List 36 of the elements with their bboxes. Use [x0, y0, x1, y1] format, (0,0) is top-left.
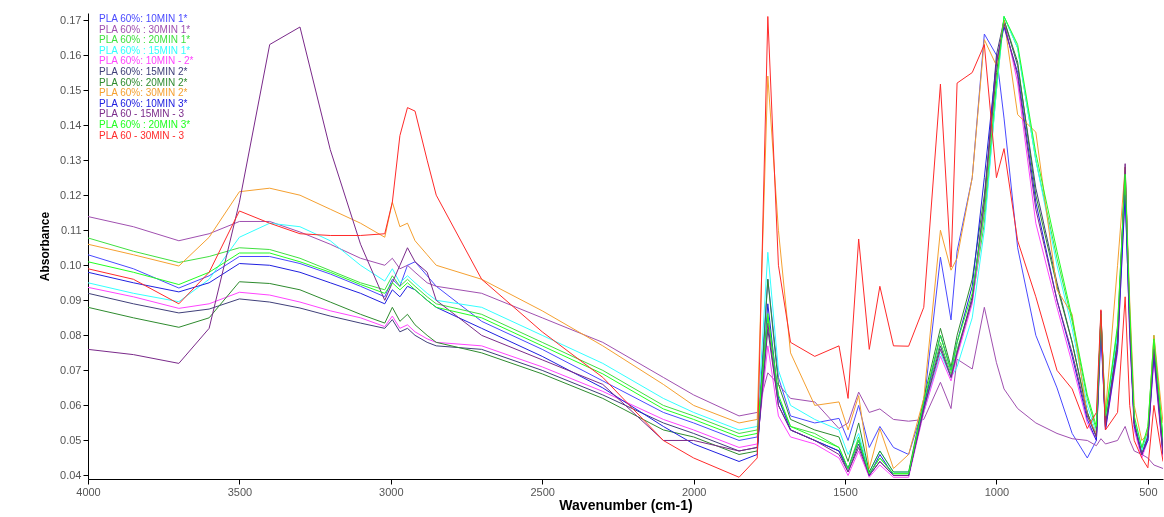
y-tick-label: 0.13 — [60, 153, 82, 166]
x-tick-label: 500 — [1139, 485, 1158, 498]
y-tick-label: 0.11 — [60, 223, 82, 236]
text: PLA 60% : 30MIN 1* — [99, 23, 191, 35]
x-axis-title: Wavenumber (cm-1) — [559, 496, 693, 513]
x-tick-label: 1000 — [984, 485, 1010, 498]
text: PLA 60% : 20MIN 1* — [99, 34, 191, 46]
text: PLA 60 - 30MIN - 3 — [99, 129, 185, 141]
y-tick-label: 0.05 — [60, 433, 82, 446]
y-tick-label: 0.07 — [60, 363, 82, 376]
text: PLA 60% : 15MIN 1* — [99, 44, 191, 56]
y-axis-title: Absorbance — [38, 211, 53, 282]
y-tick-label: 0.17 — [60, 13, 82, 26]
y-tick-label: 0.14 — [60, 118, 82, 131]
x-tick-label: 1500 — [833, 485, 858, 498]
x-tick-label: 2500 — [530, 485, 555, 498]
x-tick-label: 4000 — [76, 485, 101, 498]
text: PLA 60%: 10MIN 3* — [99, 97, 188, 109]
text: PLA 60%: 10MIN 1* — [99, 13, 188, 24]
text: PLA 60% : 20MIN 3* — [99, 119, 191, 130]
y-tick-label: 0.15 — [60, 83, 82, 96]
text: PLA 60%: 15MIN 2* — [99, 66, 188, 77]
x-tick-label: 3000 — [379, 485, 404, 498]
y-tick-label: 0.06 — [60, 398, 82, 411]
y-tick-label: 0.04 — [60, 469, 82, 481]
y-tick-label: 0.16 — [60, 48, 82, 61]
text: PLA 60%: 20MIN 2* — [99, 76, 188, 88]
text: PLA 60%: 30MIN 2* — [99, 87, 188, 99]
x-tick-label: 3500 — [227, 485, 253, 498]
y-tick-label: 0.12 — [60, 188, 82, 201]
x-tick-label: 2000 — [681, 485, 707, 498]
y-tick-label: 0.09 — [60, 293, 82, 306]
y-tick-label: 0.08 — [60, 328, 82, 341]
y-tick-label: 0.10 — [60, 258, 82, 271]
text: PLA 60 - 15MIN - 3 — [99, 108, 185, 120]
text: PLA 60%: 10MIN - 2* — [99, 55, 194, 67]
